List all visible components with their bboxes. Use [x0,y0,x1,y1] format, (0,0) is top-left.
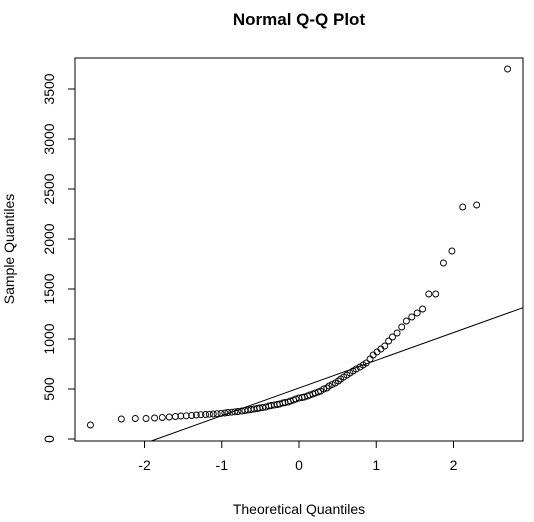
x-axis-label: Theoretical Quantiles [233,501,365,517]
data-point [352,365,360,373]
data-point [213,410,221,418]
y-tick-label: 3000 [41,123,57,154]
y-tick-label: 2000 [41,223,57,254]
data-point [292,395,300,403]
x-tick-label: 2 [450,457,458,473]
data-point [323,384,331,392]
data-point [221,409,229,417]
data-point [408,313,416,321]
data-point [459,203,467,211]
data-point [320,385,328,393]
data-point [393,329,401,337]
data-point [259,404,267,411]
data-point [381,342,389,350]
data-point [432,290,440,298]
chart-title: Normal Q-Q Plot [233,10,366,29]
data-point [182,412,190,420]
data-point [413,309,421,317]
data-point [439,259,447,267]
axes-group: -2 -1 0 1 2 0 500 1000 1500 2000 2500 3000 3500 [41,73,458,473]
data-point [295,394,303,402]
y-tick-label: 0 [41,435,57,443]
y-axis-label: Sample Quantiles [1,194,17,305]
data-point [250,405,258,413]
data-point [504,65,511,73]
data-point [217,409,225,417]
y-tick-label: 3500 [41,73,57,104]
data-point [425,290,433,298]
y-tick-label: 1000 [41,323,57,354]
plot-area-border [74,57,524,442]
data-point [389,333,396,341]
data-points-group [86,65,511,429]
data-point [151,414,159,422]
data-point [369,351,377,359]
data-point [366,355,374,363]
x-tick-label: -1 [216,457,229,473]
data-point [402,317,410,325]
data-point [192,411,200,419]
data-point [419,305,427,313]
data-point [473,201,481,209]
reference-line-group [151,307,524,442]
data-point [234,408,242,415]
data-point [398,323,406,331]
y-tick-label: 2500 [41,173,57,204]
data-point [158,414,166,421]
data-point [165,413,173,421]
data-point [177,412,185,420]
data-point [131,415,139,422]
data-point [362,359,370,367]
data-point [171,413,179,420]
data-point [270,401,278,409]
data-point [188,412,196,419]
x-tick-label: 1 [372,457,380,473]
data-point [231,408,239,416]
x-tick-label: -2 [138,457,151,473]
x-tick-label: 0 [295,457,303,473]
data-point [86,421,94,429]
data-point [209,410,217,418]
y-tick-label: 1500 [41,273,57,304]
data-point [334,377,342,385]
data-point [202,411,209,418]
y-tick-label: 500 [41,377,57,401]
data-point [197,411,205,419]
data-point [448,247,456,255]
data-point [117,415,125,423]
data-point [224,409,232,416]
data-point [205,410,213,418]
data-point [385,337,393,345]
data-point [373,348,381,356]
data-point [377,345,385,353]
data-point [142,415,150,422]
reference-line [151,307,524,442]
